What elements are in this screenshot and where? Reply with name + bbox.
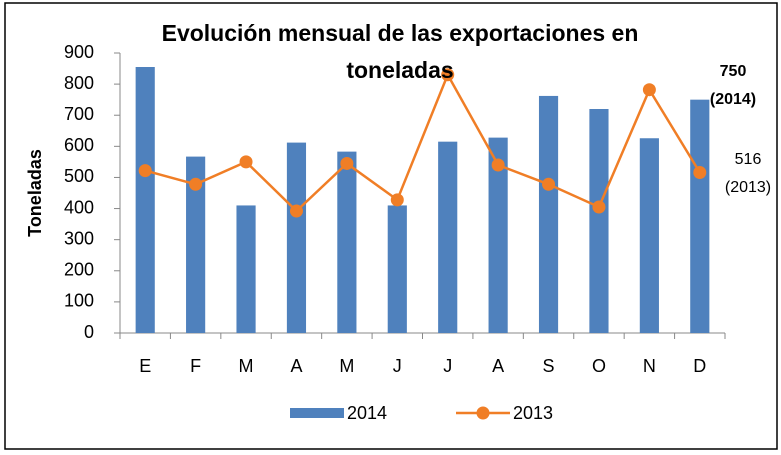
- bar: [337, 151, 357, 333]
- bar: [538, 95, 559, 333]
- y-tick-label: 300: [64, 228, 94, 248]
- bar: [135, 67, 155, 333]
- y-axis-label: Toneladas: [25, 149, 45, 237]
- bar: [488, 137, 508, 333]
- line: [144, 71, 701, 213]
- y-tick-label: 200: [64, 260, 94, 280]
- x-tick-label: D: [693, 356, 706, 376]
- x-tick-label: F: [190, 356, 201, 376]
- marker: [642, 83, 656, 97]
- y-tick-label: 400: [64, 197, 94, 217]
- y-tick-label: 700: [64, 104, 94, 124]
- marker: [592, 200, 606, 214]
- y-tick-label: 100: [64, 291, 94, 311]
- y-tick-label: 800: [64, 73, 94, 93]
- marker: [441, 68, 455, 82]
- marker: [138, 164, 152, 178]
- marker: [491, 158, 505, 172]
- marker: [693, 165, 707, 179]
- chart-title: Evolución mensual de las exportaciones e…: [161, 20, 639, 83]
- x-tick-label: J: [393, 356, 402, 376]
- bar: [639, 138, 659, 333]
- y-tick-label: 0: [84, 322, 94, 342]
- x-tick-label: J: [443, 356, 452, 376]
- x-tick-label: O: [592, 356, 606, 376]
- bar: [690, 99, 710, 334]
- marker: [239, 155, 253, 169]
- marker: [289, 204, 303, 218]
- bar: [438, 141, 458, 333]
- marker: [189, 177, 203, 191]
- legend-label: 2014: [347, 403, 387, 423]
- y-tick-label: 600: [64, 135, 94, 155]
- annotation: (2014): [710, 91, 756, 108]
- bar: [387, 205, 407, 333]
- x-tick-label: A: [290, 356, 302, 376]
- y-tick-label: 900: [64, 42, 94, 62]
- x-tick-label: M: [339, 356, 354, 376]
- x-tick-label: E: [139, 356, 151, 376]
- bar: [286, 142, 307, 333]
- marker: [340, 156, 354, 170]
- marker: [542, 177, 556, 191]
- x-tick-label: A: [492, 356, 504, 376]
- x-tick-label: N: [643, 356, 656, 376]
- annotation: 516: [735, 151, 762, 168]
- annotation: (2013): [725, 179, 771, 196]
- annotation: 750: [720, 63, 747, 80]
- bar: [236, 205, 256, 333]
- legend-label: 2013: [513, 403, 553, 423]
- x-tick-label: M: [239, 356, 254, 376]
- x-tick-label: S: [543, 356, 555, 376]
- marker: [390, 193, 404, 207]
- y-tick-label: 500: [64, 166, 94, 186]
- bar: [186, 156, 206, 333]
- legend-marker: [476, 406, 490, 420]
- bar: [589, 109, 609, 333]
- legend-swatch: [290, 408, 344, 418]
